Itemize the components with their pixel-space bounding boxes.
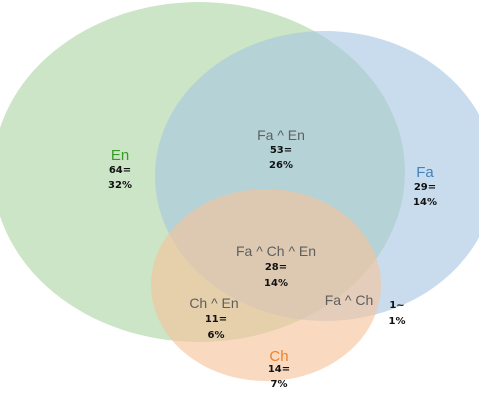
fa-label: Fa [416, 164, 434, 181]
ch-en-pct: 6% [208, 330, 225, 341]
ch-en-label: Ch ^ En [189, 295, 238, 311]
en-pct: 32% [108, 180, 132, 191]
ch-label: Ch [269, 348, 288, 365]
ch-count: 14= [268, 364, 290, 375]
fa-ch-en-count: 28= [265, 262, 287, 273]
fa-en-label: Fa ^ En [257, 127, 305, 143]
fa-ch-en-pct: 14% [264, 278, 288, 289]
ch-circle [151, 189, 381, 381]
fa-pct: 14% [413, 197, 437, 208]
fa-count: 29= [414, 182, 436, 193]
en-count: 64= [109, 165, 131, 176]
ch-pct: 7% [271, 379, 288, 390]
fa-ch-count: 1~ [389, 300, 404, 311]
fa-ch-label: Fa ^ Ch [325, 292, 374, 308]
fa-en-pct: 26% [269, 160, 293, 171]
fa-en-count: 53= [270, 145, 292, 156]
en-label: En [111, 147, 129, 164]
ch-en-count: 11= [205, 314, 227, 325]
fa-ch-pct: 1% [389, 316, 406, 327]
fa-ch-en-label: Fa ^ Ch ^ En [236, 243, 316, 259]
